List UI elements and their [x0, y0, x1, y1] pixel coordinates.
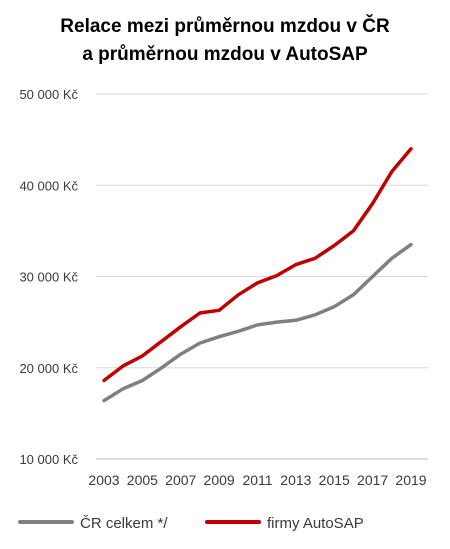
chart-title-line-1: Relace mezi průměrnou mzdou v ČR — [60, 15, 390, 37]
x-tick-label: 2005 — [127, 472, 158, 488]
x-tick-label: 2013 — [280, 472, 311, 488]
legend-label-2: firmy AutoSAP — [267, 515, 364, 532]
x-tick-label: 2007 — [165, 472, 196, 488]
series-line-2 — [102, 147, 413, 383]
y-tick-label: 40 000 Kč — [19, 178, 78, 193]
gridlines — [96, 93, 428, 460]
y-tick-label: 30 000 Kč — [19, 270, 78, 285]
x-tick-label: 2003 — [88, 472, 119, 488]
series-line-1 — [102, 242, 413, 403]
y-axis-ticks: 10 000 Kč 20 000 Kč 30 000 Kč 40 000 Kč 50 0… — [19, 87, 78, 467]
x-tick-label: 2011 — [242, 472, 272, 488]
x-tick-label: 2019 — [395, 472, 426, 488]
y-tick-label: 50 000 Kč — [19, 87, 78, 102]
legend-label-1: ČR celkem */ — [80, 515, 168, 532]
x-tick-label: 2015 — [319, 472, 350, 488]
legend: ČR celkem */ firmy AutoSAP — [18, 515, 364, 532]
y-tick-label: 10 000 Kč — [19, 452, 78, 467]
chart-title-line-2: a průměrnou mzdou v AutoSAP — [82, 44, 368, 65]
x-tick-label: 2017 — [357, 472, 388, 488]
y-tick-label: 20 000 Kč — [19, 361, 78, 376]
x-axis-ticks: 2003 2005 2007 2009 2011 2013 2015 2017 2019 — [88, 472, 426, 488]
series-lines — [102, 147, 413, 403]
x-tick-label: 2009 — [204, 472, 235, 488]
